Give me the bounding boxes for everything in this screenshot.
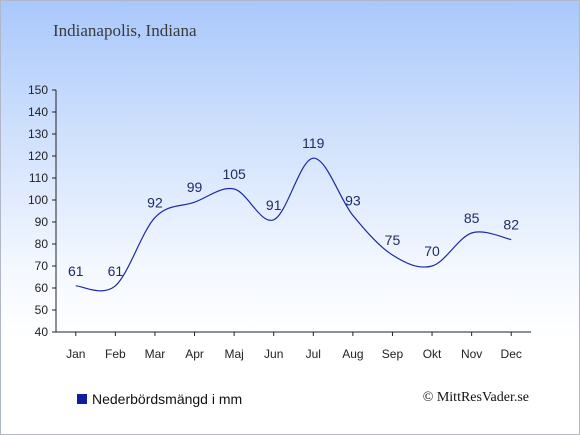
x-tick-label: Maj (224, 347, 243, 361)
x-tick-label: Nov (461, 347, 482, 361)
x-tick-label: Dec (501, 347, 522, 361)
data-label: 61 (108, 263, 124, 279)
y-tick-label: 40 (35, 325, 49, 339)
data-label: 61 (68, 263, 84, 279)
data-label: 93 (345, 192, 361, 208)
data-label: 85 (464, 210, 480, 226)
data-label: 70 (424, 243, 440, 259)
x-tick-label: Okt (423, 347, 442, 361)
y-tick-label: 100 (28, 193, 48, 207)
data-label: 119 (302, 135, 325, 151)
data-label: 91 (266, 197, 282, 213)
x-tick-label: Mar (145, 347, 166, 361)
y-tick-label: 90 (35, 215, 49, 229)
chart-title: Indianapolis, Indiana (53, 21, 197, 40)
data-label: 75 (385, 232, 401, 248)
legend-swatch (77, 394, 87, 404)
y-tick-label: 110 (29, 171, 48, 185)
x-tick-label: Feb (105, 347, 126, 361)
x-tick-label: Sep (382, 347, 404, 361)
x-tick-label: Apr (185, 347, 204, 361)
y-tick-label: 80 (35, 237, 49, 251)
series-line (75, 157, 512, 292)
data-label: 105 (222, 166, 246, 182)
x-tick-label: Jan (66, 347, 85, 361)
x-tick-label: Aug (342, 347, 363, 361)
y-tick-label: 150 (28, 83, 48, 97)
y-tick-label: 60 (35, 281, 49, 295)
x-tick-label: Jun (264, 347, 283, 361)
y-tick-label: 50 (35, 303, 49, 317)
copyright-text: © MittResVader.se (422, 390, 529, 405)
x-tick-label: Jul (306, 347, 321, 361)
y-tick-label: 120 (28, 149, 48, 163)
data-label: 92 (147, 195, 163, 211)
y-tick-label: 70 (35, 259, 49, 273)
data-label: 82 (503, 217, 519, 233)
data-label: 99 (187, 179, 203, 195)
y-tick-label: 140 (28, 105, 48, 119)
legend: Nederbördsmängd i mm (77, 391, 242, 407)
y-tick-label: 130 (28, 127, 48, 141)
legend-label: Nederbördsmängd i mm (92, 391, 243, 407)
